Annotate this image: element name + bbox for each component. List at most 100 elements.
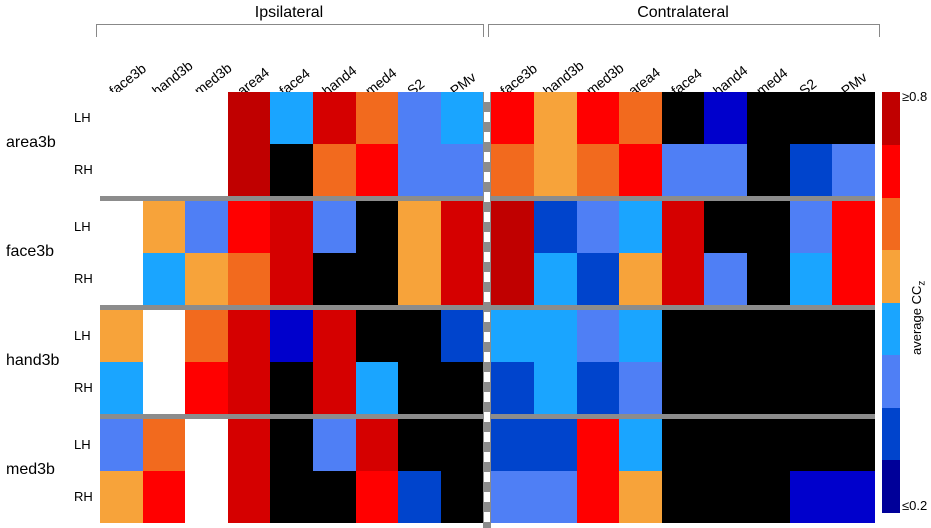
heatmap-cell <box>355 362 399 414</box>
hemisphere-label-rh: RH <box>74 380 93 395</box>
heatmap-cell <box>270 253 314 305</box>
heatmap-cell <box>832 201 876 253</box>
heatmap-cell <box>661 253 705 305</box>
heatmap-cell <box>534 362 578 414</box>
divider-dash <box>484 112 491 122</box>
row-group-label-med3b: med3b <box>6 461 55 478</box>
heatmap-cell <box>185 471 229 523</box>
heatmap-cell <box>661 92 705 144</box>
heatmap-cell <box>491 253 535 305</box>
heatmap-cell <box>227 310 271 362</box>
heatmap-cell <box>440 253 484 305</box>
hemisphere-label-rh: RH <box>74 162 93 177</box>
divider-dash <box>484 512 491 522</box>
heatmap-cell <box>270 419 314 471</box>
heatmap-cell <box>398 201 442 253</box>
heatmap-cell <box>440 92 484 144</box>
heatmap-cell <box>355 471 399 523</box>
heatmap-cell <box>491 144 535 196</box>
row-group-label-area3b: area3b <box>6 134 56 151</box>
heatmap-cell <box>747 92 791 144</box>
colorbar-segment <box>882 407 900 460</box>
heatmap-cell <box>313 471 357 523</box>
heatmap-cell <box>832 362 876 414</box>
heatmap-cell <box>491 471 535 523</box>
heatmap-cell <box>832 310 876 362</box>
heatmap-cell <box>100 419 144 471</box>
heatmap-cell <box>661 419 705 471</box>
heatmap-cell <box>440 144 484 196</box>
group-label-ipsilateral: Ipsilateral <box>254 4 324 21</box>
heatmap-cell <box>576 471 620 523</box>
heatmap-cell <box>185 419 229 471</box>
heatmap-cell <box>270 201 314 253</box>
heatmap-cell <box>313 144 357 196</box>
row-group-label-face3b: face3b <box>6 243 55 260</box>
heatmap-cell <box>661 201 705 253</box>
heatmap-cell <box>142 471 186 523</box>
heatmap-cell <box>576 201 620 253</box>
colorbar-min-label: ≤0.2 <box>902 498 928 513</box>
heatmap-cell <box>704 419 748 471</box>
heatmap-cell <box>270 144 314 196</box>
group-bracket-ipsilateral <box>96 24 484 37</box>
divider-dash <box>484 372 491 382</box>
heatmap-cell <box>747 310 791 362</box>
divider-dash <box>484 192 491 202</box>
heatmap-cell <box>534 144 578 196</box>
heatmap-cell <box>704 92 748 144</box>
heatmap-cell <box>227 92 271 144</box>
colorbar-segment <box>882 144 900 198</box>
group-label-contralateral: Contralateral <box>637 4 729 21</box>
heatmap-cell <box>100 362 144 414</box>
colorbar-max-label: ≥0.8 <box>902 89 928 104</box>
heatmap-cell <box>534 201 578 253</box>
divider-dash <box>484 412 491 422</box>
hemisphere-divider <box>483 92 492 528</box>
heatmap-cell <box>100 92 144 144</box>
heatmap-cell <box>832 144 876 196</box>
heatmap-cell <box>534 253 578 305</box>
heatmap-cell <box>789 419 833 471</box>
divider-dash <box>484 492 491 502</box>
heatmap-cell <box>704 144 748 196</box>
heatmap-cell <box>227 471 271 523</box>
heatmap-cell <box>398 144 442 196</box>
heatmap-cell <box>747 471 791 523</box>
heatmap-cell <box>185 201 229 253</box>
divider-dash <box>484 312 491 322</box>
divider-dash <box>484 252 491 262</box>
heatmap-cell <box>832 253 876 305</box>
heatmap-cell <box>270 362 314 414</box>
heatmap-cell <box>227 419 271 471</box>
heatmap-cell <box>355 201 399 253</box>
divider-dash <box>484 352 491 362</box>
heatmap-cell <box>534 310 578 362</box>
heatmap-cell <box>619 92 663 144</box>
heatmap-cell <box>747 253 791 305</box>
heatmap-cell <box>704 471 748 523</box>
heatmap-cell <box>576 310 620 362</box>
heatmap-cell <box>440 310 484 362</box>
heatmap-cell <box>789 144 833 196</box>
heatmap-cell <box>313 201 357 253</box>
heatmap-cell <box>576 144 620 196</box>
heatmap-cell <box>661 310 705 362</box>
heatmap-cell <box>270 92 314 144</box>
heatmap-cell <box>185 362 229 414</box>
heatmap-cell <box>398 92 442 144</box>
heatmap-cell <box>185 144 229 196</box>
heatmap-cell <box>185 310 229 362</box>
heatmap-cell <box>491 201 535 253</box>
heatmap-cell <box>355 419 399 471</box>
heatmap-cell <box>100 144 144 196</box>
heatmap-cell <box>619 144 663 196</box>
heatmap-cell <box>313 419 357 471</box>
heatmap-cell <box>832 471 876 523</box>
heatmap-cell <box>789 362 833 414</box>
divider-dash <box>484 392 491 402</box>
heatmap-cell <box>704 201 748 253</box>
heatmap-cell <box>355 144 399 196</box>
heatmap-cell <box>832 419 876 471</box>
heatmap-cell <box>142 92 186 144</box>
